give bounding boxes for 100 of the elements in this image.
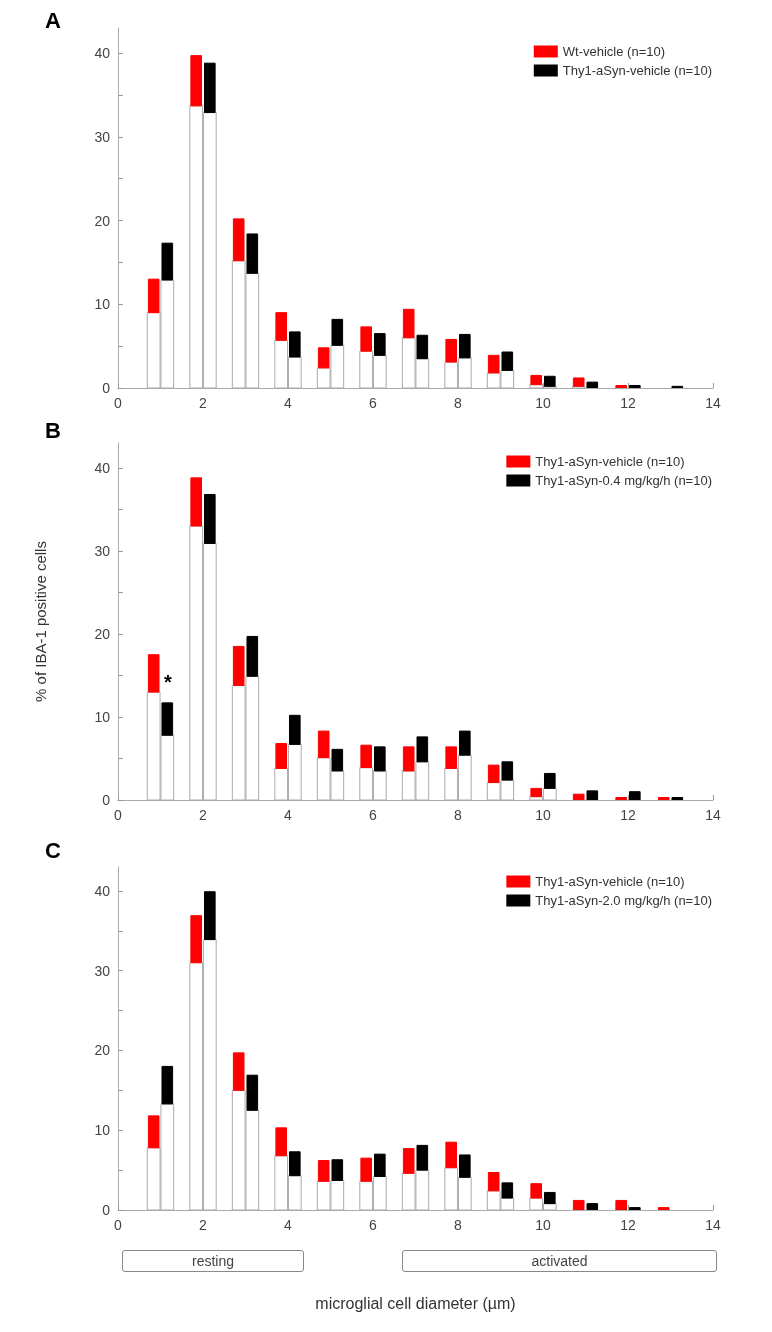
x-tick-label: 14 [705, 807, 721, 823]
y-tick-label: 10 [94, 1122, 111, 1139]
x-tick-label: 2 [199, 1217, 208, 1233]
x-axis-title: microglial cell diameter (µm) [315, 1294, 516, 1312]
bar [416, 736, 429, 763]
bar [572, 377, 585, 387]
x-tick-label: 0 [114, 807, 123, 823]
bar [586, 1203, 599, 1210]
bar [288, 331, 301, 358]
y-tick-label: 0 [102, 792, 111, 808]
bar [288, 714, 301, 745]
bar [543, 772, 556, 789]
bar [543, 375, 556, 387]
bar [147, 654, 160, 693]
bar [416, 334, 429, 360]
y-tick-label: 0 [102, 380, 111, 396]
bar [586, 381, 599, 388]
bar [373, 746, 386, 772]
text: activated [402, 1250, 717, 1272]
bar [615, 1199, 628, 1210]
x-tick-label: 10 [535, 395, 551, 411]
bar [657, 797, 670, 800]
legend-label: Thy1-aSyn-vehicle (n=10) [535, 454, 685, 469]
bar [288, 1151, 301, 1177]
bar [373, 1153, 386, 1177]
x-tick-label: 8 [454, 395, 463, 411]
bar [373, 333, 386, 356]
bar [487, 354, 500, 374]
legend-label: Wt-vehicle (n=10) [562, 44, 666, 59]
y-tick-label: 10 [94, 296, 111, 313]
bar [458, 1154, 471, 1178]
bar [615, 797, 628, 800]
bar [203, 891, 216, 941]
bar [331, 1159, 344, 1181]
bar [203, 493, 216, 544]
bar [402, 1148, 415, 1174]
y-axis-title: % of IBA-1 positive cells [32, 541, 49, 702]
bar [458, 333, 471, 359]
bar [530, 787, 543, 798]
x-tick-label: 4 [284, 395, 293, 411]
x-tick-label: 2 [199, 395, 208, 411]
bar [416, 1144, 429, 1171]
chart-title: B [45, 417, 61, 443]
y-tick-label: 40 [94, 882, 111, 899]
x-tick-label: 14 [705, 395, 721, 411]
bar [530, 1183, 543, 1199]
x-tick-label: 6 [369, 395, 378, 411]
x-tick-label: 10 [535, 1217, 551, 1233]
bar [572, 1199, 585, 1210]
chart-title: A [45, 7, 61, 33]
bar [161, 242, 174, 281]
bar [628, 791, 641, 800]
y-tick-label: 30 [94, 542, 111, 559]
y-tick-label: 20 [94, 1042, 111, 1059]
x-tick-label: 8 [454, 807, 463, 823]
bar [572, 793, 585, 800]
bar [246, 635, 259, 677]
bar [586, 790, 599, 800]
bar [275, 743, 288, 769]
bar [275, 312, 288, 341]
bar [317, 730, 330, 759]
y-tick-label: 40 [94, 459, 111, 476]
y-tick-label: 30 [94, 128, 111, 145]
x-tick-label: 12 [620, 807, 636, 823]
bar [543, 1191, 556, 1205]
legend-label: Thy1-aSyn-2.0 mg/kg/h (n=10) [535, 893, 712, 908]
bar [360, 1157, 373, 1182]
bar [628, 1207, 641, 1210]
x-tick-label: 6 [369, 1217, 378, 1233]
bar [190, 915, 203, 964]
x-tick-label: 2 [199, 807, 208, 823]
bar [501, 761, 514, 781]
bar [190, 477, 203, 527]
bar [360, 744, 373, 769]
bar [458, 730, 471, 756]
bar [331, 748, 344, 772]
bar [530, 374, 543, 386]
annotation: * [163, 671, 173, 693]
x-tick-label: 4 [284, 807, 293, 823]
bar [203, 62, 216, 114]
x-tick-label: 0 [114, 1217, 123, 1233]
legend-label: Thy1-aSyn-0.4 mg/kg/h (n=10) [535, 473, 712, 488]
bar [657, 1207, 670, 1210]
y-tick-label: 20 [94, 625, 111, 642]
chart-title: C [45, 837, 61, 863]
x-tick-label: 8 [454, 1217, 463, 1233]
y-tick-label: 10 [94, 708, 111, 725]
x-tick-label: 12 [620, 1217, 636, 1233]
text: resting [122, 1250, 304, 1272]
bar [487, 1172, 500, 1192]
legend-label: Thy1-aSyn-vehicle (n=10) [562, 63, 713, 78]
bar [501, 351, 514, 371]
bar [317, 1160, 330, 1182]
bar [628, 384, 641, 388]
x-tick-label: 12 [620, 395, 636, 411]
bar [232, 218, 245, 262]
bar [275, 1127, 288, 1157]
y-tick-label: 30 [94, 962, 111, 979]
y-tick-label: 0 [102, 1202, 111, 1218]
x-tick-label: 6 [369, 807, 378, 823]
